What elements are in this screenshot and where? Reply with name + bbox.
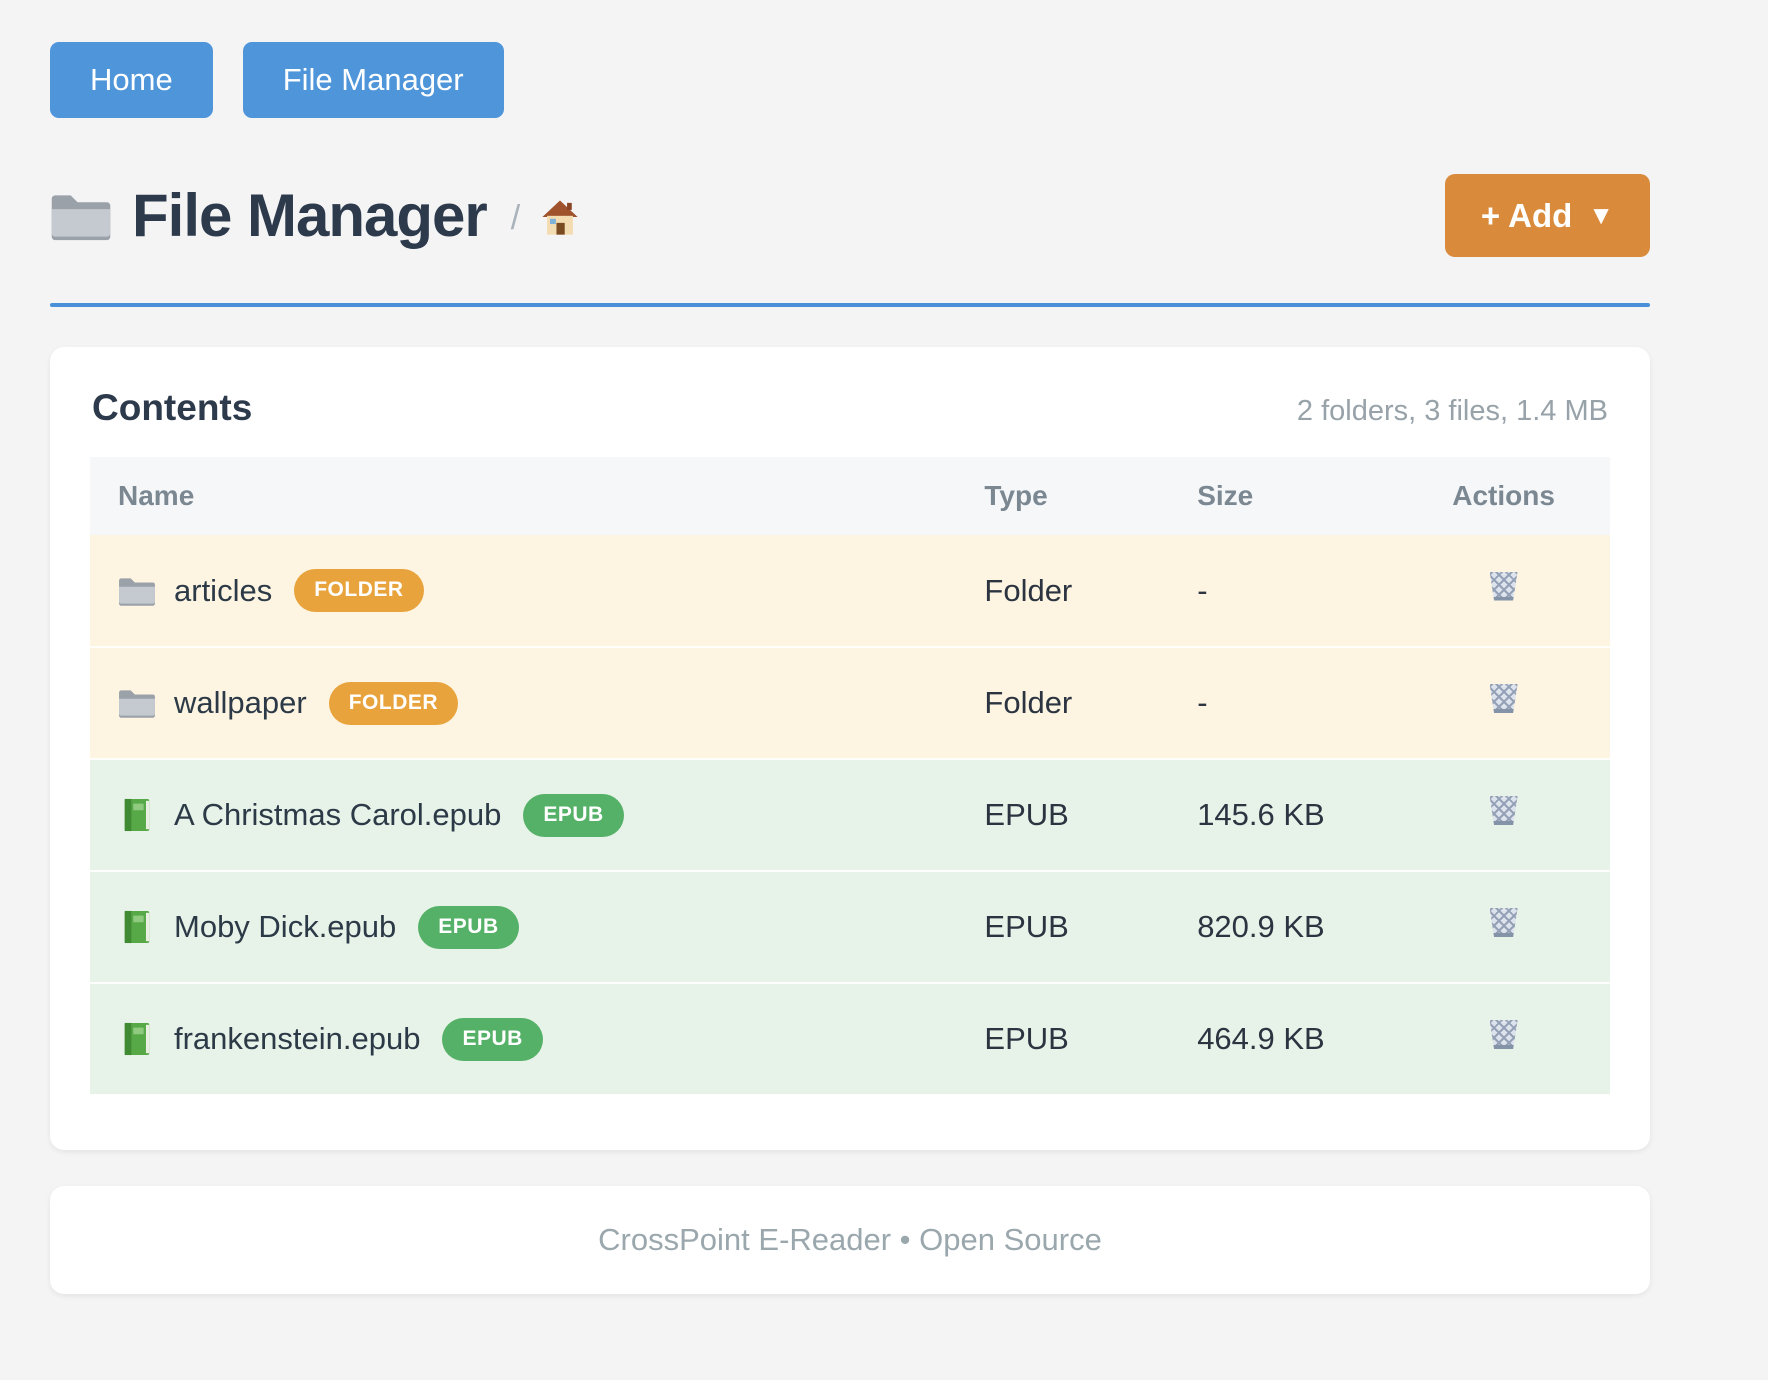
type-badge: FOLDER [328,681,459,725]
breadcrumb-separator: / [510,199,521,237]
type-badge: FOLDER [294,569,424,612]
actions-cell [1397,759,1610,871]
footer: CrossPoint E-Reader • Open Source [50,1186,1650,1294]
caret-down-icon: ▼ [1588,200,1614,230]
size-cell: - [1197,685,1208,720]
green-book-icon [118,1022,156,1056]
delete-button[interactable] [1483,566,1525,615]
contents-summary: 2 folders, 3 files, 1.4 MB [1296,395,1608,427]
actions-cell [1397,983,1610,1095]
table-header-row: Name Type Size Actions [90,457,1610,535]
header-divider [50,303,1650,307]
item-name-link[interactable]: wallpaper [174,685,307,720]
type-badge: EPUB [523,793,624,837]
green-book-icon [118,910,156,944]
size-cell: 820.9 KB [1197,909,1325,944]
trash-icon [1487,794,1521,832]
type-cell: EPUB [984,797,1069,832]
green-book-icon [118,798,156,832]
folder-icon [118,574,156,608]
contents-title: Contents [92,387,253,428]
size-cell: 145.6 KB [1197,797,1325,832]
delete-button[interactable] [1483,902,1525,951]
table-body: articles FOLDER Folder - [90,535,1610,1095]
page-title: File Manager [132,182,488,249]
trash-icon [1487,1018,1521,1056]
name-cell: Moby Dick.epub EPUB [90,871,956,983]
contents-card-header: Contents 2 folders, 3 files, 1.4 MB [90,387,1610,429]
type-cell: EPUB [984,1021,1069,1056]
name-cell: A Christmas Carol.epub EPUB [90,759,956,871]
size-cell: - [1197,572,1208,608]
trash-icon [1487,682,1521,720]
folder-icon [50,190,112,242]
name-cell: frankenstein.epub EPUB [90,983,956,1095]
table-row: articles FOLDER Folder - [90,535,1610,647]
add-button-label: + Add [1480,196,1573,234]
add-button[interactable]: + Add ▼ [1444,174,1650,257]
nav-home-button[interactable]: Home [50,42,213,118]
delete-button[interactable] [1483,790,1525,839]
trash-icon [1487,570,1521,608]
column-header-type: Type [956,457,1170,535]
actions-cell [1397,647,1610,759]
name-cell: articles FOLDER [90,535,956,647]
actions-cell [1397,535,1610,647]
item-name-link[interactable]: frankenstein.epub [174,1021,421,1056]
name-cell: wallpaper FOLDER [90,647,956,759]
item-name-link[interactable]: A Christmas Carol.epub [174,797,502,832]
type-cell: Folder [984,572,1073,608]
table-row: wallpaper FOLDER Folder - [90,647,1610,759]
type-badge: EPUB [442,1017,543,1061]
breadcrumb-home-link[interactable] [538,197,582,242]
delete-button[interactable] [1483,678,1525,727]
table-row: A Christmas Carol.epub EPUB EPUB 145.6 K… [90,759,1610,871]
actions-cell [1397,871,1610,983]
table-row: frankenstein.epub EPUB EPUB 464.9 KB [90,983,1610,1095]
top-navigation: Home File Manager [50,0,1650,118]
item-name-link[interactable]: articles [174,572,273,608]
column-header-actions: Actions [1397,457,1610,535]
title-group: File Manager / [50,181,582,250]
home-icon [538,197,582,242]
delete-button[interactable] [1483,1014,1525,1063]
folder-icon [118,686,156,720]
contents-card: Contents 2 folders, 3 files, 1.4 MB Name… [50,347,1650,1150]
type-badge: EPUB [418,905,519,949]
type-cell: Folder [984,685,1073,720]
nav-file-manager-button[interactable]: File Manager [242,42,504,118]
column-header-name: Name [90,457,957,535]
page-header: File Manager / + Add [50,174,1650,257]
item-name-link[interactable]: Moby Dick.epub [174,909,397,944]
type-cell: EPUB [984,909,1069,944]
column-header-size: Size [1169,457,1398,535]
table-row: Moby Dick.epub EPUB EPUB 820.9 KB [90,871,1610,983]
size-cell: 464.9 KB [1197,1021,1325,1056]
footer-text: CrossPoint E-Reader • Open Source [598,1222,1102,1257]
file-table: Name Type Size Actions articles [90,457,1610,1096]
trash-icon [1487,906,1521,944]
